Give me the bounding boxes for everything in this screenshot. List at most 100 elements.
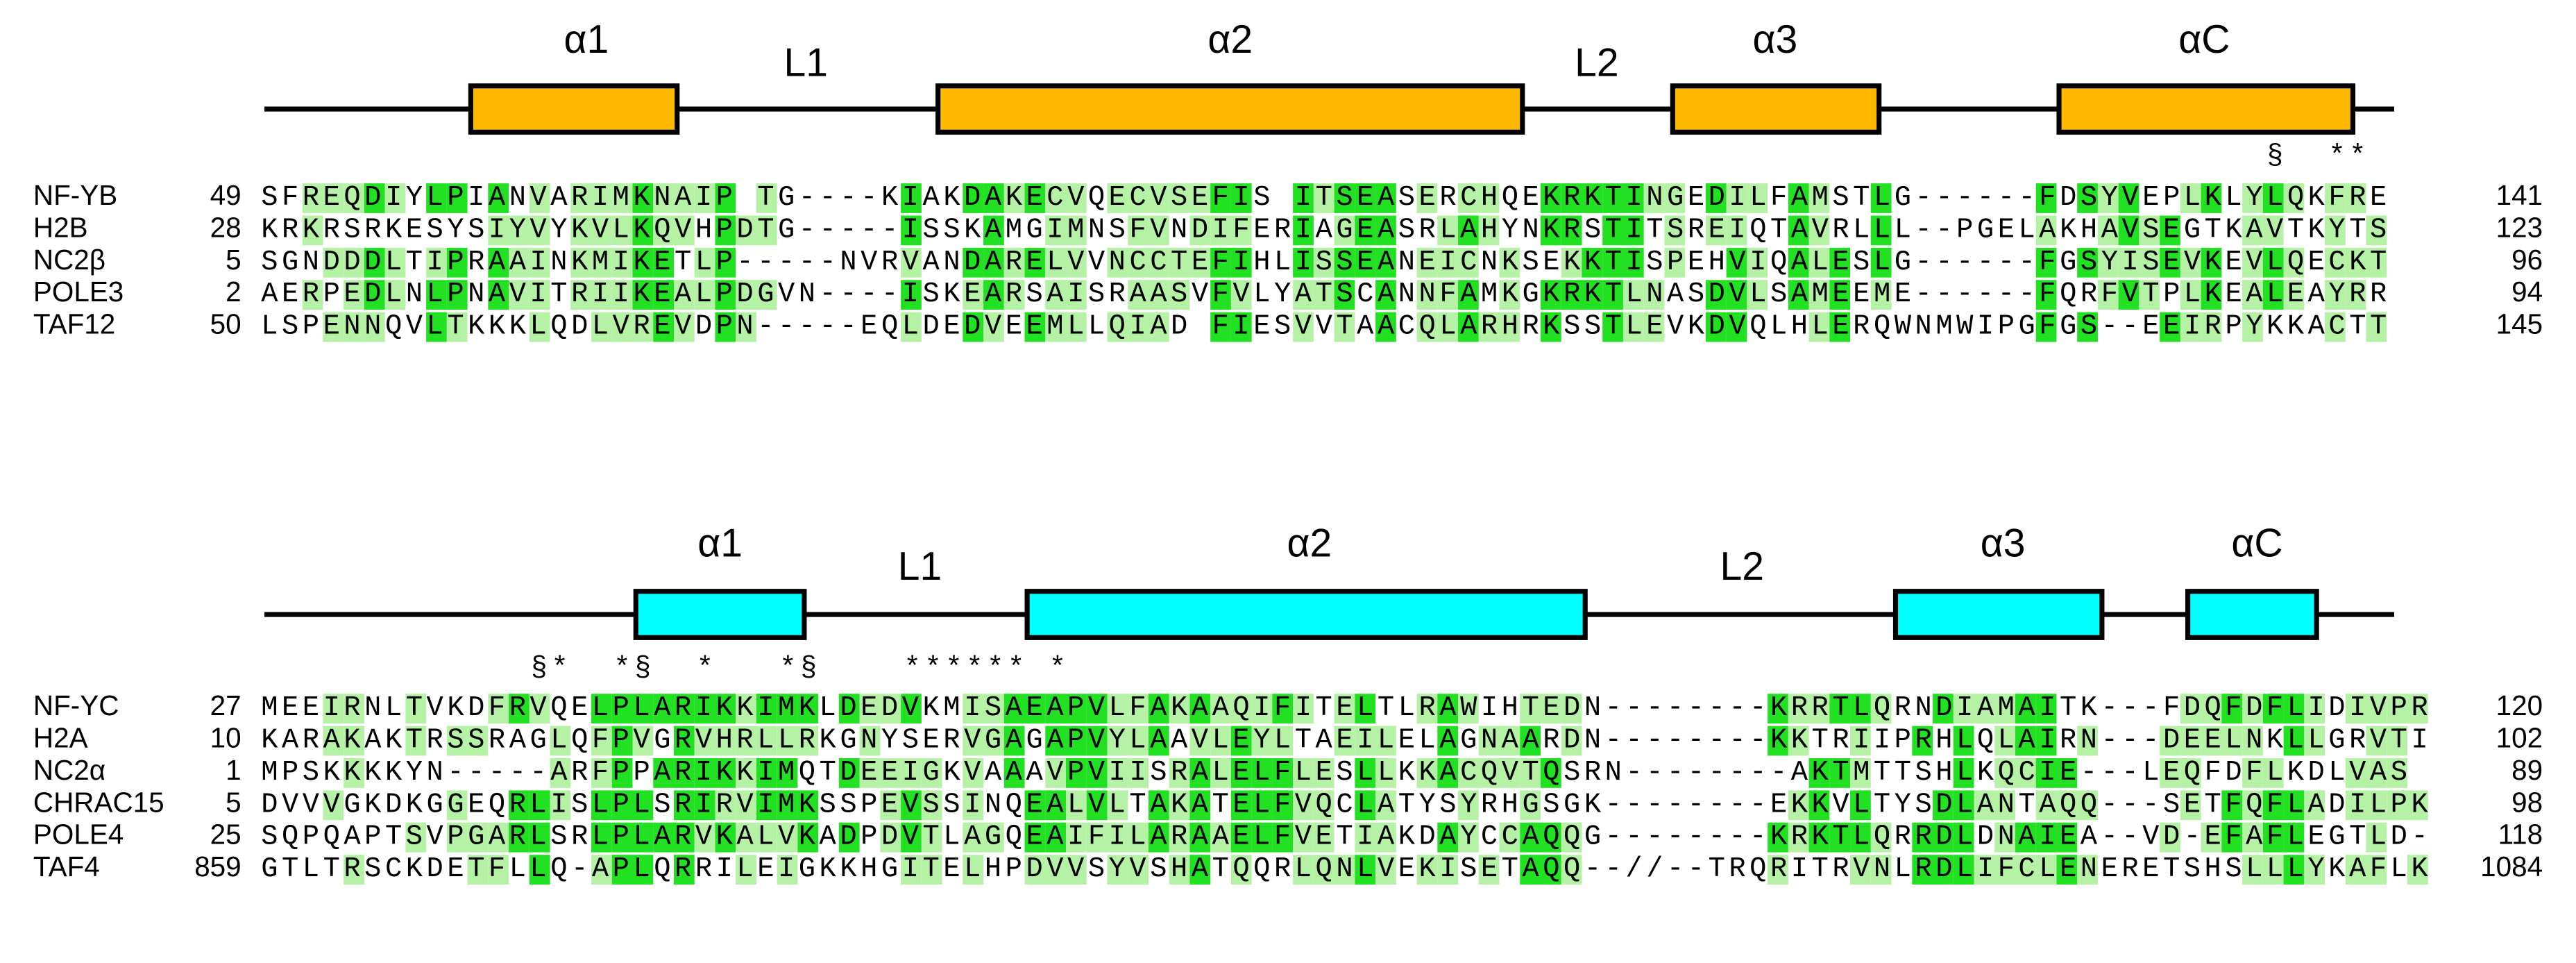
residue-shade: [1334, 694, 1355, 724]
residue-shade: [2366, 726, 2387, 756]
residue-shade: [1313, 183, 1334, 213]
residue-shade: [2160, 757, 2180, 788]
residue-shade: [1437, 694, 1459, 724]
residue-shade: [632, 790, 654, 821]
residue-shade: [384, 247, 406, 278]
residue-shade: [591, 183, 612, 213]
residue-shade: [2283, 822, 2305, 853]
residue-shade: [983, 822, 1004, 853]
residue-shade: [570, 247, 592, 278]
residue-shade: [591, 790, 612, 821]
residue-shade: [1788, 726, 1809, 756]
residue-shade: [1788, 215, 1809, 246]
residue-shade: [446, 183, 468, 213]
start-number: 49: [210, 179, 242, 211]
residue-shade: [426, 247, 447, 278]
residue-shade: [2262, 822, 2284, 853]
residue-shade: [2221, 822, 2243, 853]
residue-shade: [1375, 312, 1396, 342]
residue-shade: [756, 757, 777, 788]
residue-shade: [653, 757, 674, 788]
residue-shade: [1189, 247, 1211, 278]
residue-shade: [591, 694, 612, 724]
residue-shade: [1313, 790, 1334, 821]
residue-shade: [2118, 280, 2139, 310]
residue-shade: [1416, 855, 1438, 885]
residue-shade: [1458, 822, 1479, 853]
residue-shade: [1622, 280, 1644, 310]
residue-shade: [529, 694, 550, 724]
residue-shade: [1230, 822, 1252, 853]
residue-shade: [1189, 757, 1211, 788]
residue-shade: [591, 280, 612, 310]
sequence: SFREQDIYLPIANVARIMKNAIP TG----KIAKDAKECV…: [261, 182, 2387, 214]
residue-shade: [1086, 757, 1108, 788]
residue-shade: [1458, 183, 1479, 213]
residue-shade: [2283, 726, 2305, 756]
sequence-name: TAF4: [33, 851, 100, 882]
sequence: LSPENNQVLTKKKLQDLVREVDPN-----EQLDEDVEEML…: [261, 311, 2387, 343]
residue-shade: [880, 790, 901, 821]
residue-shade: [1189, 694, 1211, 724]
residue-shade: [2345, 280, 2366, 310]
residue-shade: [488, 215, 509, 246]
residue-shade: [2201, 694, 2222, 724]
sequence: KARAKAKTRSSRAGLQFPVGRVHRLLRKGNYSERVGAGAP…: [261, 725, 2428, 757]
residue-shade: [2180, 790, 2201, 821]
residue-shade: [653, 215, 674, 246]
residue-shade: [632, 215, 654, 246]
residue-shade: [1458, 790, 1479, 821]
residue-shade: [1705, 312, 1727, 342]
residue-shade: [1024, 694, 1046, 724]
helix-label: α1: [564, 17, 609, 62]
residue-shade: [673, 183, 695, 213]
residue-shade: [2035, 247, 2057, 278]
residue-shade: [2304, 726, 2325, 756]
residue-shade: [1912, 822, 1933, 853]
residue-shade: [1210, 312, 1231, 342]
residue-shade: [1788, 247, 1809, 278]
residue-shade: [1850, 790, 1871, 821]
residue-shade: [1994, 726, 2015, 756]
residue-shade: [1829, 694, 1851, 724]
residue-shade: [1251, 726, 1273, 756]
residue-shade: [591, 215, 612, 246]
loop-label: L1: [898, 544, 942, 589]
residue-shade: [1953, 790, 1974, 821]
residue-shade: [1437, 822, 1459, 853]
residue-shade: [2387, 757, 2408, 788]
residue-shade: [921, 790, 942, 821]
residue-shade: [1808, 822, 1830, 853]
helix-label: α2: [1208, 17, 1253, 62]
residue-shade: [1582, 183, 1603, 213]
residue-shade: [921, 757, 942, 788]
residue-shade: [715, 247, 736, 278]
residue-shade: [673, 822, 695, 853]
residue-shade: [1953, 726, 1974, 756]
residue-shade: [1066, 757, 1087, 788]
residue-shade: [777, 726, 798, 756]
residue-shade: [1540, 822, 1561, 853]
residue-shade: [1066, 312, 1087, 342]
residue-shade: [1148, 694, 1169, 724]
residue-shade: [983, 215, 1004, 246]
residue-shade: [1850, 822, 1871, 853]
helix-label: αC: [2231, 521, 2282, 566]
residue-shade: [1747, 247, 1768, 278]
residue-shade: [1086, 790, 1108, 821]
residue-shade: [963, 822, 984, 853]
residue-shade: [1169, 183, 1190, 213]
residue-shade: [2242, 726, 2263, 756]
helix-label: α3: [1981, 521, 2026, 566]
residue-shade: [1850, 694, 1871, 724]
residue-shade: [1850, 855, 1871, 885]
residue-shade: [777, 694, 798, 724]
residue-shade: [1045, 726, 1067, 756]
residue-shade: [2097, 280, 2119, 310]
residue-shade: [756, 790, 777, 821]
residue-shade: [1808, 694, 1830, 724]
residue-shade: [2262, 215, 2284, 246]
residue-shade: [632, 312, 654, 342]
residue-shade: [777, 822, 798, 853]
start-number: 859: [194, 851, 241, 882]
